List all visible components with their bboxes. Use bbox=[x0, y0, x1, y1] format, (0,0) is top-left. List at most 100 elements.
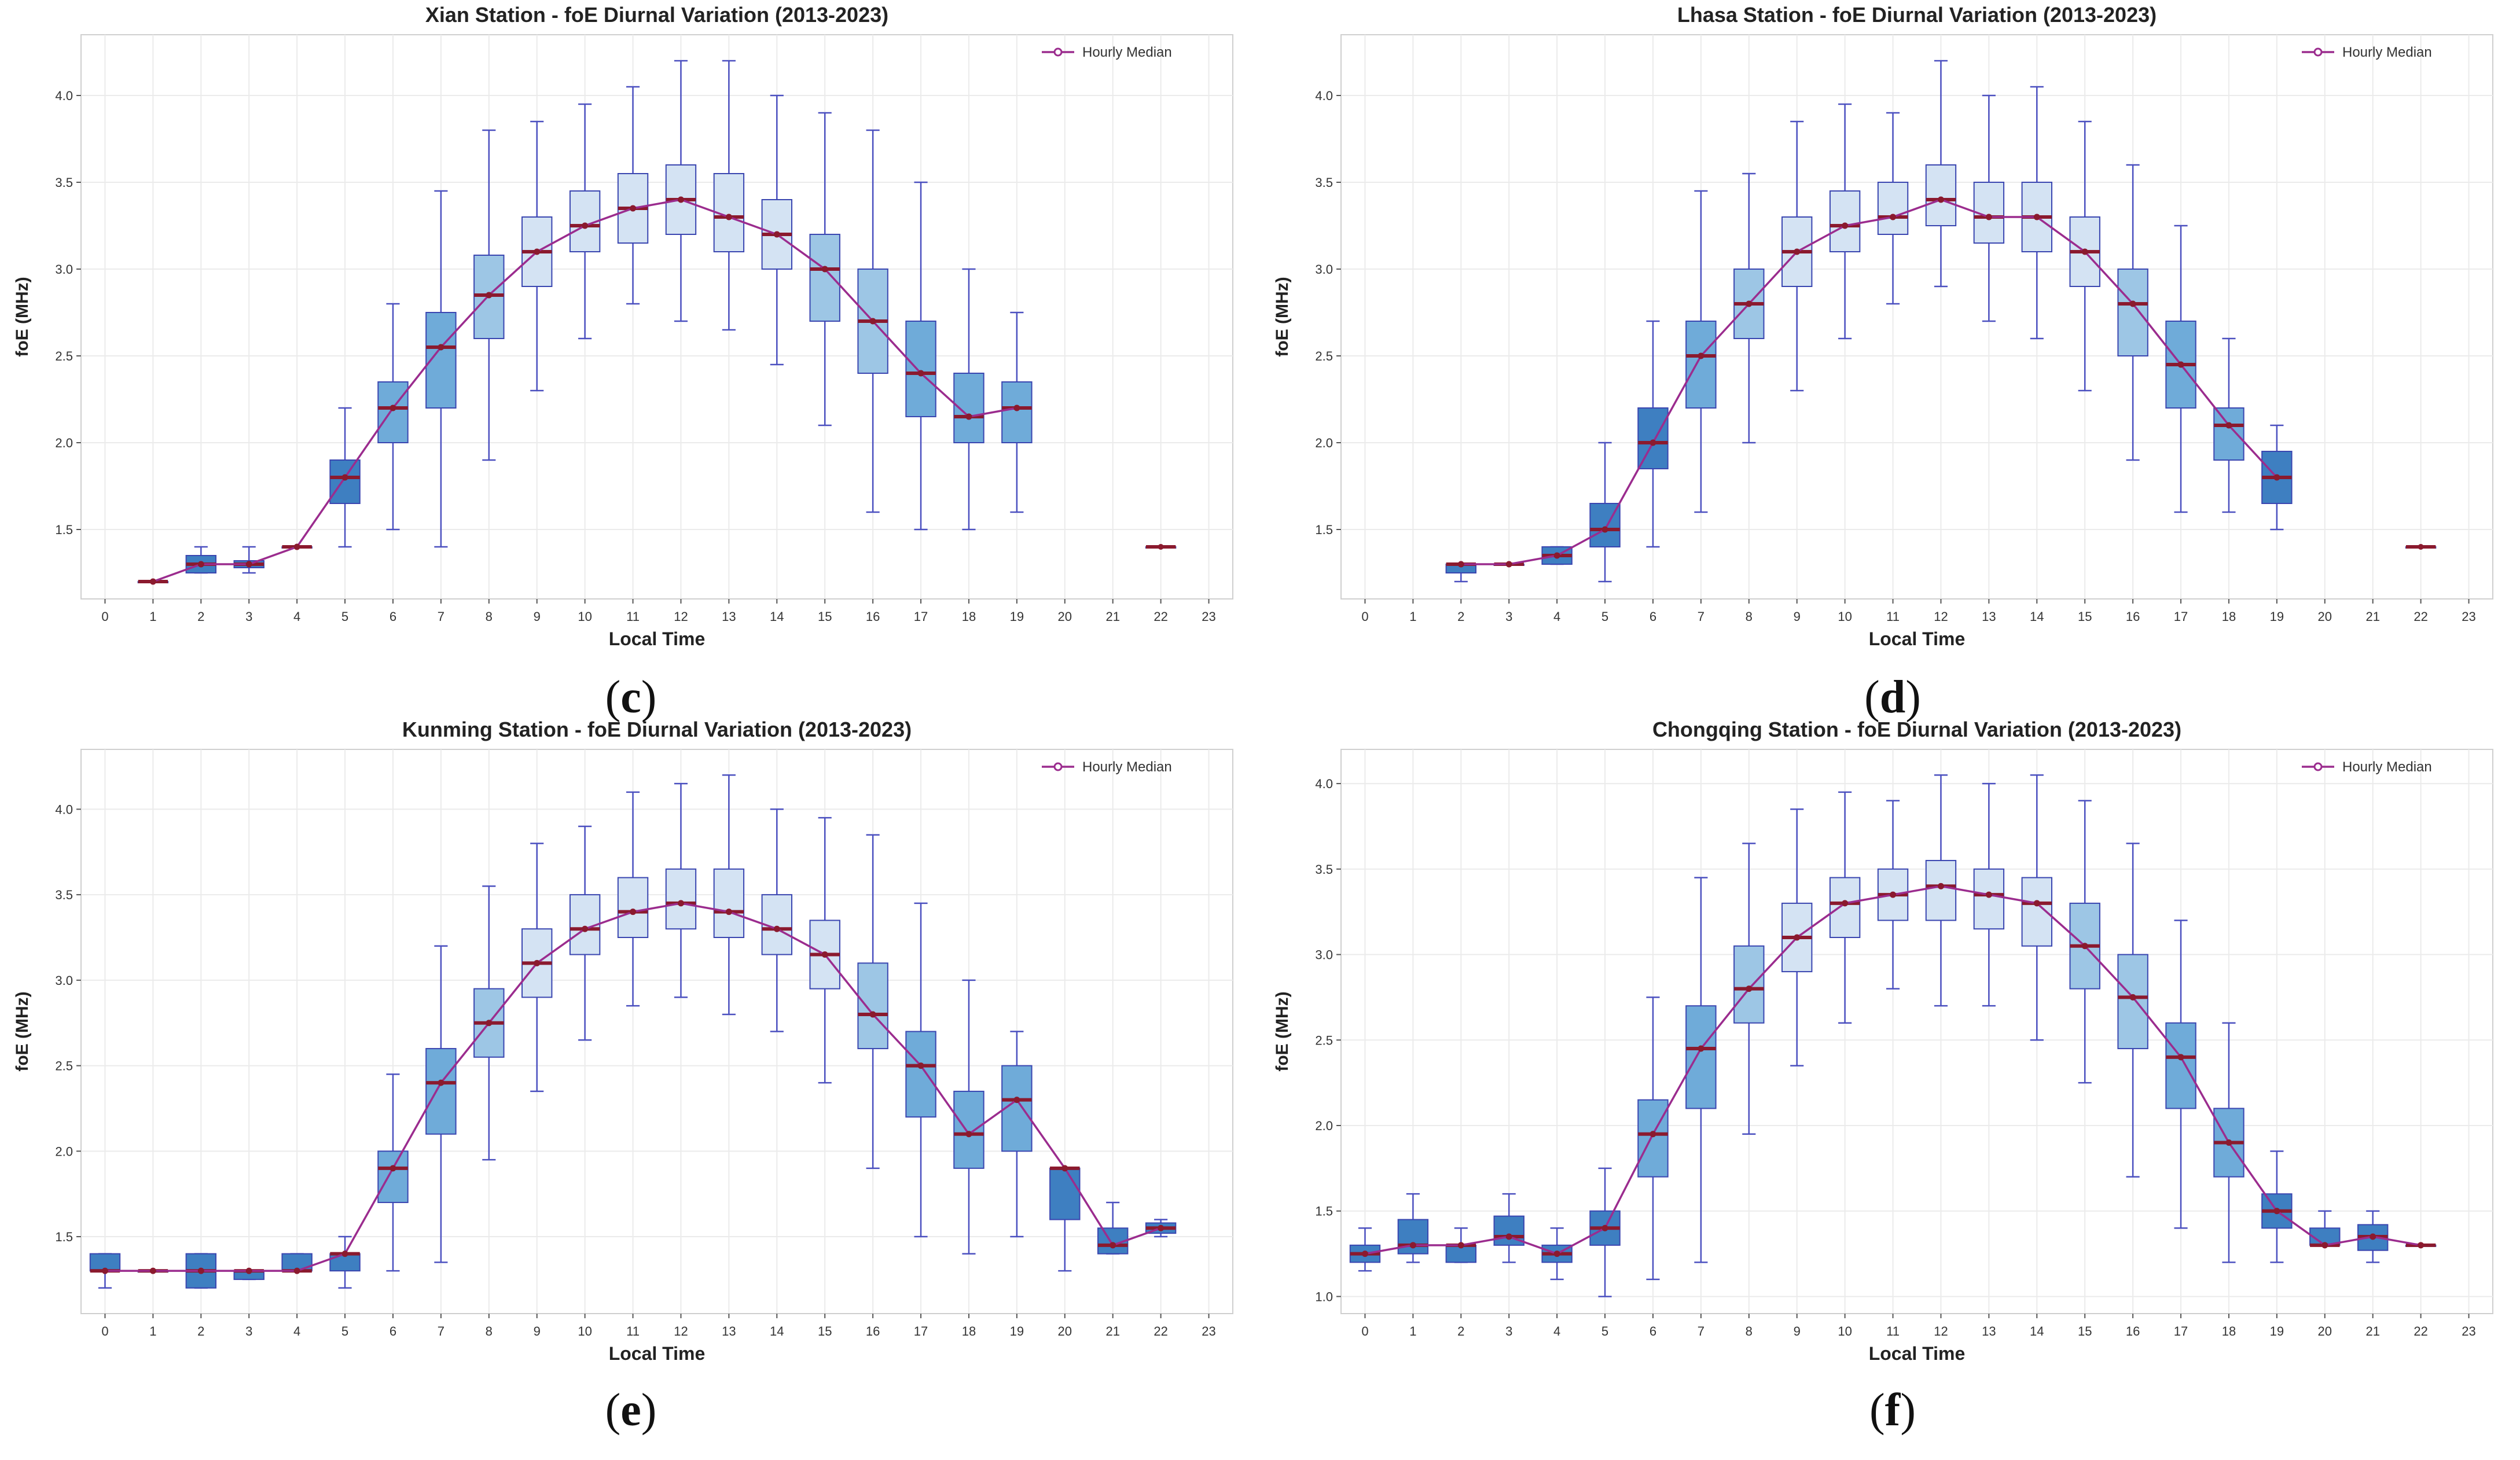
median-point bbox=[486, 292, 493, 299]
x-tick-label: 10 bbox=[1838, 609, 1852, 624]
median-point bbox=[2129, 300, 2136, 307]
x-axis-label: Local Time bbox=[1869, 628, 1966, 649]
x-tick-label: 14 bbox=[770, 609, 784, 624]
median-point bbox=[1937, 196, 1944, 203]
median-point bbox=[2418, 544, 2424, 550]
median-point bbox=[725, 214, 732, 220]
x-tick-label: 8 bbox=[1746, 609, 1753, 624]
y-tick-label: 2.5 bbox=[55, 1059, 73, 1073]
y-axis-label: foE (MHz) bbox=[1273, 277, 1292, 356]
x-tick-label: 18 bbox=[962, 609, 976, 624]
legend: Hourly Median bbox=[2302, 45, 2432, 60]
x-tick-label: 11 bbox=[1886, 609, 1900, 624]
box-iqr bbox=[1685, 1005, 1717, 1109]
x-tick-label: 23 bbox=[2462, 609, 2475, 624]
median-point bbox=[2418, 1242, 2425, 1249]
box-hour-6 bbox=[377, 303, 409, 531]
median-point bbox=[1890, 891, 1897, 898]
box-iqr bbox=[1925, 860, 1957, 921]
box-iqr bbox=[377, 1150, 409, 1203]
x-tick-label: 4 bbox=[1553, 609, 1560, 624]
median-point bbox=[2273, 1208, 2280, 1215]
median-point bbox=[1842, 900, 1849, 907]
box-iqr bbox=[713, 173, 745, 252]
caption-e: (e) bbox=[605, 1385, 657, 1436]
x-tick-label: 17 bbox=[2174, 609, 2188, 624]
median-point bbox=[293, 1267, 300, 1274]
median-point bbox=[869, 318, 876, 325]
x-axis-label: Local Time bbox=[1869, 1343, 1966, 1364]
median-point bbox=[1457, 561, 1464, 568]
y-tick-label: 2.5 bbox=[1315, 1033, 1333, 1047]
x-tick-label: 13 bbox=[1982, 609, 1996, 624]
median-point bbox=[2321, 1242, 2328, 1249]
box-iqr bbox=[2165, 1022, 2196, 1109]
median-point bbox=[1794, 934, 1801, 941]
box-iqr bbox=[1001, 381, 1033, 443]
x-tick-label: 16 bbox=[866, 1324, 880, 1338]
median-point bbox=[582, 222, 589, 229]
y-tick-label: 2.5 bbox=[55, 349, 73, 363]
x-tick-label: 18 bbox=[962, 1324, 976, 1338]
median-point bbox=[965, 413, 972, 420]
x-tick-label: 19 bbox=[1010, 1324, 1024, 1338]
x-tick-label: 17 bbox=[2174, 1324, 2188, 1338]
box-hour-15 bbox=[809, 112, 840, 426]
median-point bbox=[2225, 422, 2232, 429]
legend: Hourly Median bbox=[1042, 45, 1172, 60]
y-tick-label: 4.0 bbox=[1315, 777, 1333, 791]
box-iqr bbox=[1829, 190, 1861, 252]
median-point bbox=[1698, 1045, 1705, 1052]
chart-kunming: Kunming Station - foE Diurnal Variation … bbox=[13, 718, 1233, 1364]
x-tick-label: 1 bbox=[149, 1324, 156, 1338]
box-iqr bbox=[1685, 321, 1717, 409]
box-hour-6 bbox=[1637, 320, 1669, 548]
x-tick-label: 21 bbox=[2365, 609, 2379, 624]
x-tick-label: 21 bbox=[1105, 609, 1119, 624]
x-tick-label: 15 bbox=[818, 1324, 832, 1338]
box-iqr bbox=[1049, 1167, 1081, 1220]
x-tick-label: 4 bbox=[293, 1324, 300, 1338]
median-point bbox=[1842, 222, 1849, 229]
median-point bbox=[821, 951, 828, 958]
median-point bbox=[2177, 361, 2184, 368]
box-iqr bbox=[905, 321, 936, 417]
caption-f-letter: f bbox=[1885, 1385, 1901, 1436]
median-point bbox=[1110, 1242, 1116, 1249]
x-tick-label: 9 bbox=[1794, 1324, 1801, 1338]
x-tick-label: 22 bbox=[2414, 609, 2427, 624]
y-tick-label: 3.5 bbox=[1315, 175, 1333, 190]
box-hour-7 bbox=[1685, 877, 1717, 1263]
median-point bbox=[341, 1251, 348, 1257]
x-tick-label: 23 bbox=[1202, 609, 1215, 624]
y-tick-label: 4.0 bbox=[55, 802, 73, 817]
box-iqr bbox=[1829, 877, 1861, 938]
legend: Hourly Median bbox=[2302, 759, 2432, 775]
box-hour-10 bbox=[1829, 791, 1861, 1024]
x-tick-label: 21 bbox=[1105, 1324, 1119, 1338]
box-iqr bbox=[1973, 868, 2005, 930]
x-tick-label: 12 bbox=[674, 1324, 688, 1338]
x-tick-label: 13 bbox=[722, 1324, 736, 1338]
x-tick-label: 15 bbox=[2078, 609, 2092, 624]
median-point bbox=[245, 561, 252, 568]
x-tick-label: 1 bbox=[149, 609, 156, 624]
legend-marker bbox=[2313, 47, 2323, 57]
chart-title: Xian Station - foE Diurnal Variation (20… bbox=[425, 3, 888, 27]
x-tick-label: 20 bbox=[2318, 609, 2332, 624]
x-tick-label: 6 bbox=[390, 1324, 396, 1338]
box-hour-19 bbox=[1001, 1031, 1033, 1238]
median-point bbox=[341, 474, 348, 481]
median-point bbox=[821, 266, 828, 273]
box-hour-16 bbox=[857, 834, 888, 1170]
y-tick-label: 2.0 bbox=[1315, 1119, 1333, 1133]
box-hour-8 bbox=[1733, 843, 1765, 1135]
x-tick-label: 16 bbox=[2126, 609, 2140, 624]
median-point bbox=[1061, 1165, 1068, 1172]
box-iqr bbox=[2117, 269, 2148, 356]
x-tick-label: 5 bbox=[341, 609, 348, 624]
legend-label: Hourly Median bbox=[2342, 759, 2432, 775]
box-iqr bbox=[1001, 1065, 1033, 1152]
legend-marker bbox=[2313, 762, 2323, 771]
box-hour-17 bbox=[905, 181, 936, 531]
